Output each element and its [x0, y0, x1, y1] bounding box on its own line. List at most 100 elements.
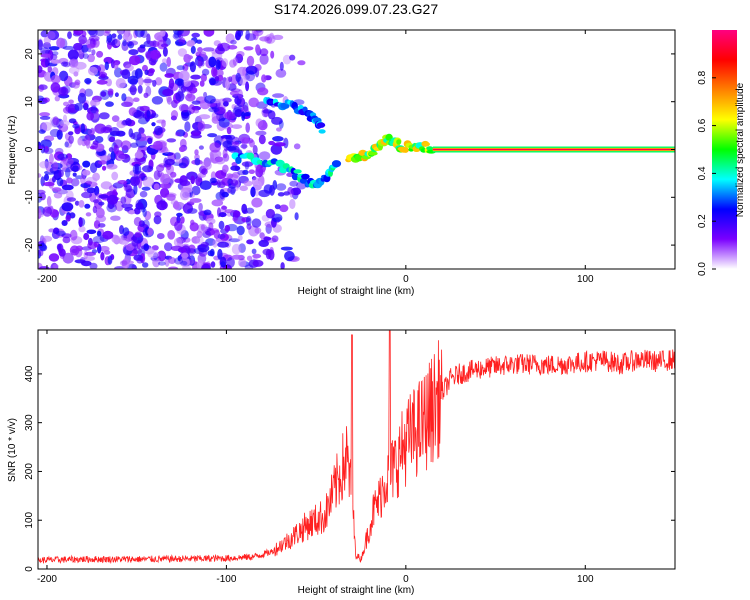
noise-blob [82, 160, 91, 168]
noise-blob [231, 124, 243, 129]
noise-blob [195, 51, 202, 57]
noise-blob [99, 89, 110, 101]
noise-blob [283, 137, 289, 149]
noise-blob [74, 79, 81, 86]
lower-cluster-blob [331, 160, 342, 168]
noise-blob [90, 127, 95, 136]
noise-blob [132, 163, 142, 175]
noise-blob [102, 230, 114, 240]
noise-blob [201, 263, 211, 269]
noise-blob [147, 227, 154, 236]
noise-blob [117, 34, 123, 40]
noise-blob [115, 200, 124, 212]
noise-blob [239, 185, 248, 192]
noise-blob [221, 58, 229, 68]
x-tick-label: 100 [577, 274, 594, 285]
noise-blob [84, 88, 93, 97]
noise-blob [143, 92, 149, 99]
noise-blob [229, 90, 239, 96]
noise-blob [131, 239, 139, 247]
noise-blob [168, 257, 176, 264]
noise-blob [137, 85, 143, 94]
noise-blob [197, 57, 203, 69]
noise-blob [125, 185, 133, 193]
noise-blob [203, 30, 215, 37]
noise-blob [188, 104, 196, 115]
noise-blob [185, 93, 196, 102]
noise-blob [69, 229, 78, 241]
noise-blob [259, 48, 269, 57]
noise-blob [69, 245, 80, 256]
noise-blob [86, 229, 97, 235]
noise-blob [190, 74, 202, 80]
noise-blob [86, 111, 94, 121]
noise-blob [46, 196, 52, 207]
noise-blob [72, 172, 77, 177]
noise-blob [214, 156, 226, 165]
noise-blob [43, 146, 50, 153]
noise-blob [157, 250, 167, 262]
noise-blob [246, 223, 252, 230]
colorbar-tick-label: 0.0 [697, 262, 708, 276]
noise-blob [82, 53, 89, 59]
noise-blob [203, 209, 212, 216]
noise-blob [72, 123, 80, 129]
noise-blob [164, 158, 175, 166]
noise-blob [160, 43, 169, 48]
noise-blob [258, 134, 266, 145]
noise-blob [155, 77, 163, 86]
noise-blob [83, 101, 88, 110]
noise-blob [175, 132, 181, 137]
noise-blob [107, 90, 114, 96]
noise-blob [61, 202, 74, 212]
noise-blob [94, 185, 100, 196]
noise-blob [128, 128, 134, 138]
noise-blob [40, 30, 49, 38]
noise-blob [272, 136, 284, 142]
noise-blob [85, 212, 92, 217]
noise-blob [114, 67, 123, 78]
noise-blob [133, 184, 138, 195]
noise-blob [179, 257, 191, 267]
noise-blob [254, 227, 262, 234]
noise-blob [194, 157, 201, 166]
noise-blob [78, 35, 87, 45]
noise-blob [38, 39, 43, 51]
noise-blob [56, 177, 64, 187]
noise-blob [201, 160, 212, 171]
chart-title: S174.2026.099.07.23.G27 [274, 1, 438, 17]
noise-blob [228, 238, 241, 243]
noise-blob [100, 91, 107, 97]
noise-blob [147, 251, 160, 259]
noise-blob [226, 173, 234, 179]
noise-blob [85, 180, 93, 186]
noise-blob [152, 79, 157, 87]
noise-blob [206, 218, 216, 225]
upper-arc-blob [318, 129, 326, 134]
noise-blob [156, 164, 165, 172]
noise-blob [209, 142, 221, 153]
noise-blob [154, 125, 163, 136]
noise-blob [38, 129, 46, 134]
noise-blob [265, 223, 272, 234]
noise-blob [39, 115, 51, 120]
noise-blob [187, 208, 198, 214]
noise-blob [244, 264, 254, 269]
noise-blob [208, 56, 217, 68]
noise-blob [209, 151, 214, 163]
colorbar-tick-label: 0.8 [697, 70, 708, 84]
noise-blob [52, 116, 59, 126]
noise-blob [261, 74, 267, 83]
noise-blob [231, 243, 241, 255]
noise-blob [50, 74, 61, 84]
noise-blob [150, 49, 161, 60]
noise-blob [262, 109, 273, 114]
noise-blob [121, 258, 130, 269]
noise-blob [276, 127, 282, 132]
noise-blob [134, 231, 142, 238]
noise-blob [243, 101, 249, 112]
noise-blob [180, 260, 188, 266]
noise-blob [62, 236, 71, 244]
noise-blob [100, 126, 111, 134]
